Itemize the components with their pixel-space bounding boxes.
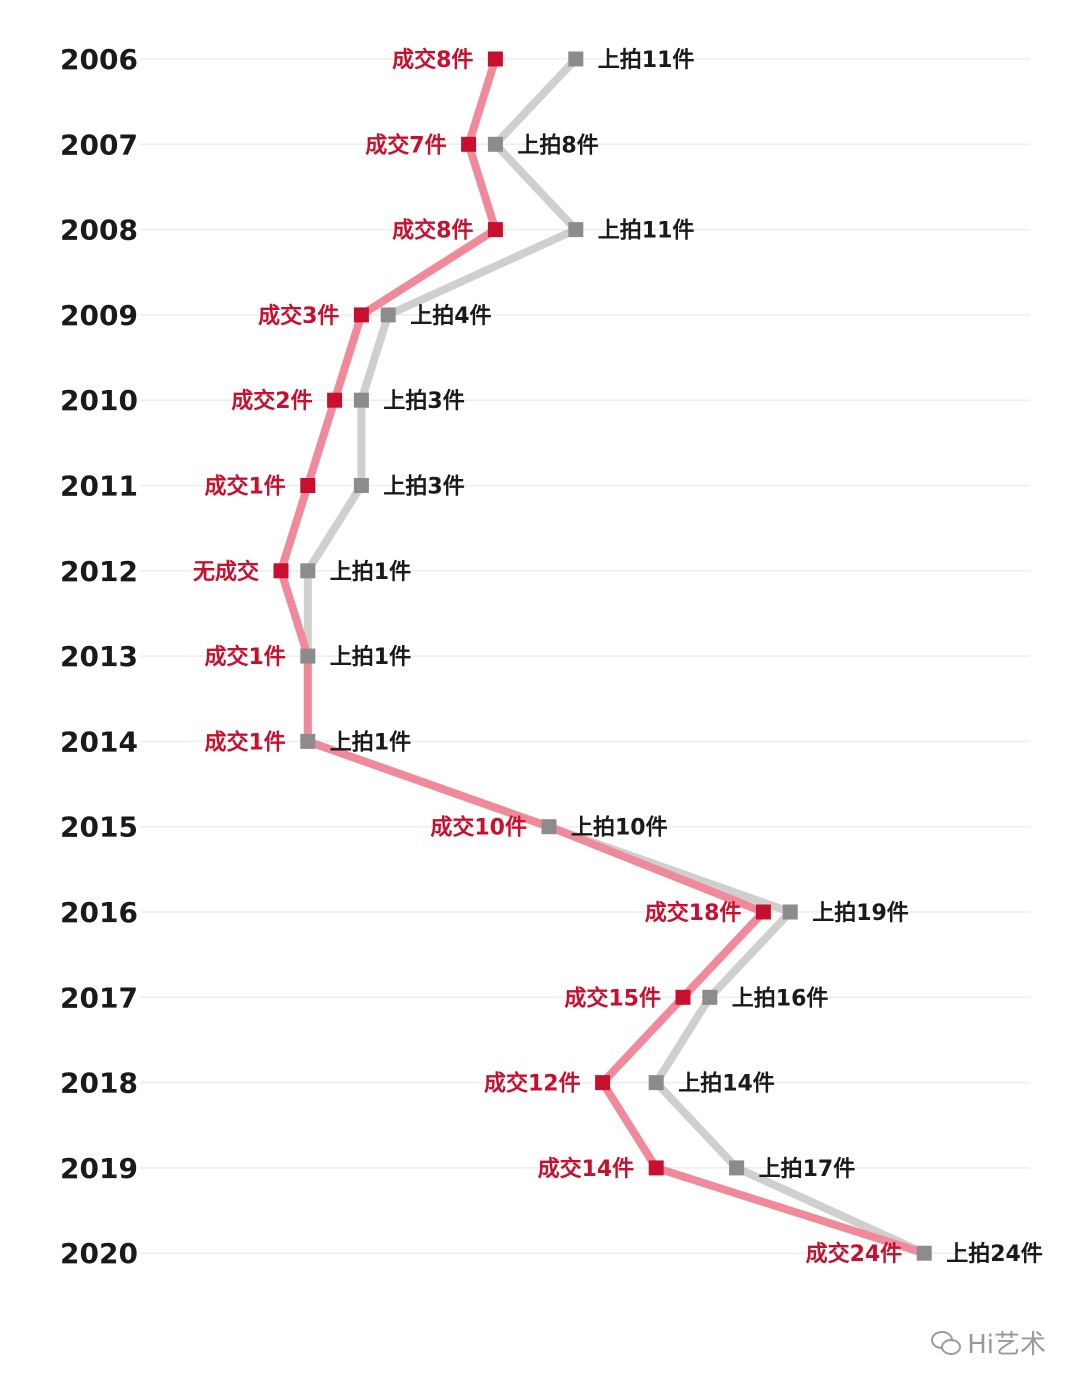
sold-label-2014: 成交1件 xyxy=(204,729,285,755)
auctioned-marker-2006 xyxy=(568,51,584,67)
sold-label-2011: 成交1件 xyxy=(204,474,285,500)
sold-label-2012: 无成交 xyxy=(193,559,259,585)
year-label-2012: 2012 xyxy=(60,555,138,588)
year-label-2019: 2019 xyxy=(60,1152,138,1185)
auctioned-marker-2016 xyxy=(782,904,798,920)
sold-label-2019: 成交14件 xyxy=(538,1156,635,1182)
gridlines xyxy=(140,58,1030,1254)
sold-label-2009: 成交3件 xyxy=(258,303,339,329)
sold-label-2020: 成交24件 xyxy=(806,1241,903,1267)
watermark-text: Hi艺术 xyxy=(967,1330,1046,1360)
sold-marker-2016 xyxy=(755,904,771,920)
sold-label-2008: 成交8件 xyxy=(392,218,473,244)
sold-label-2007: 成交7件 xyxy=(365,132,446,158)
sold-label-2006: 成交8件 xyxy=(392,47,473,73)
auctioned-marker-2009 xyxy=(380,307,396,323)
auctioned-label-2006: 上拍11件 xyxy=(598,47,695,73)
sold-label-2010: 成交2件 xyxy=(231,388,312,414)
sold-label-2016: 成交18件 xyxy=(645,900,742,926)
auctioned-marker-2008 xyxy=(568,222,584,238)
year-label-2017: 2017 xyxy=(60,981,138,1014)
sold-marker-2008 xyxy=(487,222,503,238)
auctioned-label-2009: 上拍4件 xyxy=(410,303,491,329)
sold-marker-2006 xyxy=(487,51,503,67)
point-labels: 上拍11件成交8件上拍8件成交7件上拍11件成交8件上拍4件成交3件上拍3件成交… xyxy=(193,47,1043,1267)
auctioned-marker-2013 xyxy=(300,648,316,664)
year-label-2011: 2011 xyxy=(60,470,138,503)
sold-label-2017: 成交15件 xyxy=(564,985,661,1011)
year-label-2015: 2015 xyxy=(60,811,138,844)
auctioned-marker-2007 xyxy=(487,136,503,152)
series-markers xyxy=(273,51,932,1261)
wechat-icon xyxy=(931,1330,962,1355)
year-label-2020: 2020 xyxy=(60,1237,138,1270)
year-label-2013: 2013 xyxy=(60,640,138,673)
auctioned-marker-2014 xyxy=(300,733,316,749)
sold-marker-2017 xyxy=(675,989,691,1005)
year-label-2007: 2007 xyxy=(60,128,138,161)
year-label-2018: 2018 xyxy=(60,1067,138,1100)
auctioned-label-2010: 上拍3件 xyxy=(383,388,464,414)
auctioned-label-2020: 上拍24件 xyxy=(946,1241,1043,1267)
sold-marker-2018 xyxy=(595,1075,611,1091)
auctioned-marker-2018 xyxy=(648,1075,664,1091)
sold-marker-2010 xyxy=(327,392,343,408)
year-label-2010: 2010 xyxy=(60,384,138,417)
auctioned-label-2015: 上拍10件 xyxy=(571,815,668,841)
sold-label-2013: 成交1件 xyxy=(204,644,285,670)
auctioned-label-2016: 上拍19件 xyxy=(812,900,909,926)
sold-label-2018: 成交12件 xyxy=(484,1071,581,1097)
auctioned-marker-2011 xyxy=(353,478,369,493)
sold-marker-2019 xyxy=(648,1160,664,1176)
auctioned-label-2007: 上拍8件 xyxy=(517,132,598,158)
auctioned-label-2011: 上拍3件 xyxy=(383,474,464,500)
sold-marker-2011 xyxy=(300,478,316,493)
sold-marker-2009 xyxy=(353,307,369,323)
auctioned-label-2018: 上拍14件 xyxy=(678,1071,775,1097)
auctioned-label-2019: 上拍17件 xyxy=(759,1156,856,1182)
year-label-2006: 2006 xyxy=(60,43,138,76)
year-label-2009: 2009 xyxy=(60,299,138,332)
auctioned-label-2012: 上拍1件 xyxy=(330,559,411,585)
year-axis: 2006 2007 2008 2009 2010 2011 2012 2013 2014 2015… xyxy=(60,43,138,1270)
auctioned-marker-2019 xyxy=(729,1160,745,1176)
year-label-2014: 2014 xyxy=(60,725,138,758)
auctioned-marker-2010 xyxy=(353,392,369,408)
year-label-2008: 2008 xyxy=(60,214,138,247)
sold-label-2015: 成交10件 xyxy=(430,815,527,841)
auctioned-label-2013: 上拍1件 xyxy=(330,644,411,670)
auctioned-label-2014: 上拍1件 xyxy=(330,729,411,755)
watermark: Hi艺术 xyxy=(931,1324,1046,1361)
auctioned-marker-2017 xyxy=(702,989,718,1005)
auctioned-label-2008: 上拍11件 xyxy=(598,218,695,244)
auctioned-marker-2020 xyxy=(916,1245,932,1261)
auctioned-marker-2012 xyxy=(300,563,316,579)
auctioned-marker-2015 xyxy=(541,819,557,835)
year-label-2016: 2016 xyxy=(60,896,138,929)
sold-marker-2012 xyxy=(273,563,289,579)
auctioned-label-2017: 上拍16件 xyxy=(732,985,829,1011)
sold-marker-2007 xyxy=(461,136,477,152)
